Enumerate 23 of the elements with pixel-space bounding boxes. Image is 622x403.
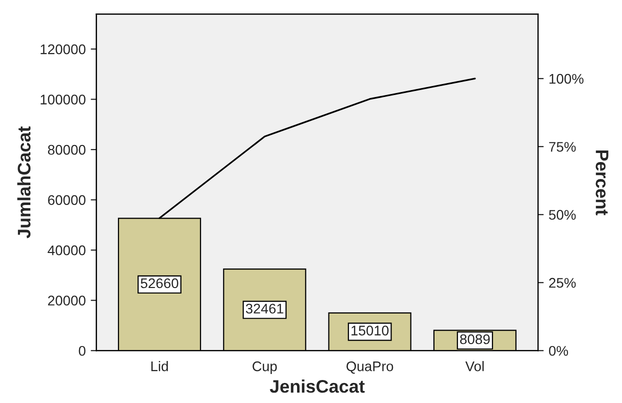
y2-tick-label: 100% bbox=[550, 74, 584, 84]
data-label: 52660 bbox=[140, 278, 178, 288]
y-tick-label: 40000 bbox=[48, 245, 86, 256]
y-tick-label: 80000 bbox=[48, 144, 86, 155]
data-label: 15010 bbox=[352, 326, 389, 336]
x-tick-label: Lid bbox=[151, 361, 168, 372]
y-tick-label: 120000 bbox=[40, 44, 86, 54]
data-label: 8089 bbox=[460, 334, 490, 344]
x-tick-label: Cup bbox=[252, 361, 277, 374]
y-tick-label: 60000 bbox=[48, 195, 86, 205]
y2-tick-label: 50% bbox=[549, 210, 576, 220]
y2-tick-label: 25% bbox=[549, 278, 576, 288]
y-tick-label: 20000 bbox=[48, 296, 86, 306]
x-axis-title: JenisCacat bbox=[270, 380, 365, 393]
x-tick-label: QuaPro bbox=[346, 361, 394, 374]
y2-axis-title: Percent bbox=[596, 150, 608, 216]
x-tick-label: Vol bbox=[465, 361, 484, 372]
y2-tick-label: 75% bbox=[549, 142, 576, 152]
y2-tick-label: 0% bbox=[548, 346, 568, 356]
y-tick-label: 0 bbox=[78, 346, 86, 356]
data-label: 32461 bbox=[246, 304, 284, 314]
y-axis-title: JumlahCacat bbox=[17, 126, 31, 238]
y-tick-label: 100000 bbox=[40, 94, 86, 104]
